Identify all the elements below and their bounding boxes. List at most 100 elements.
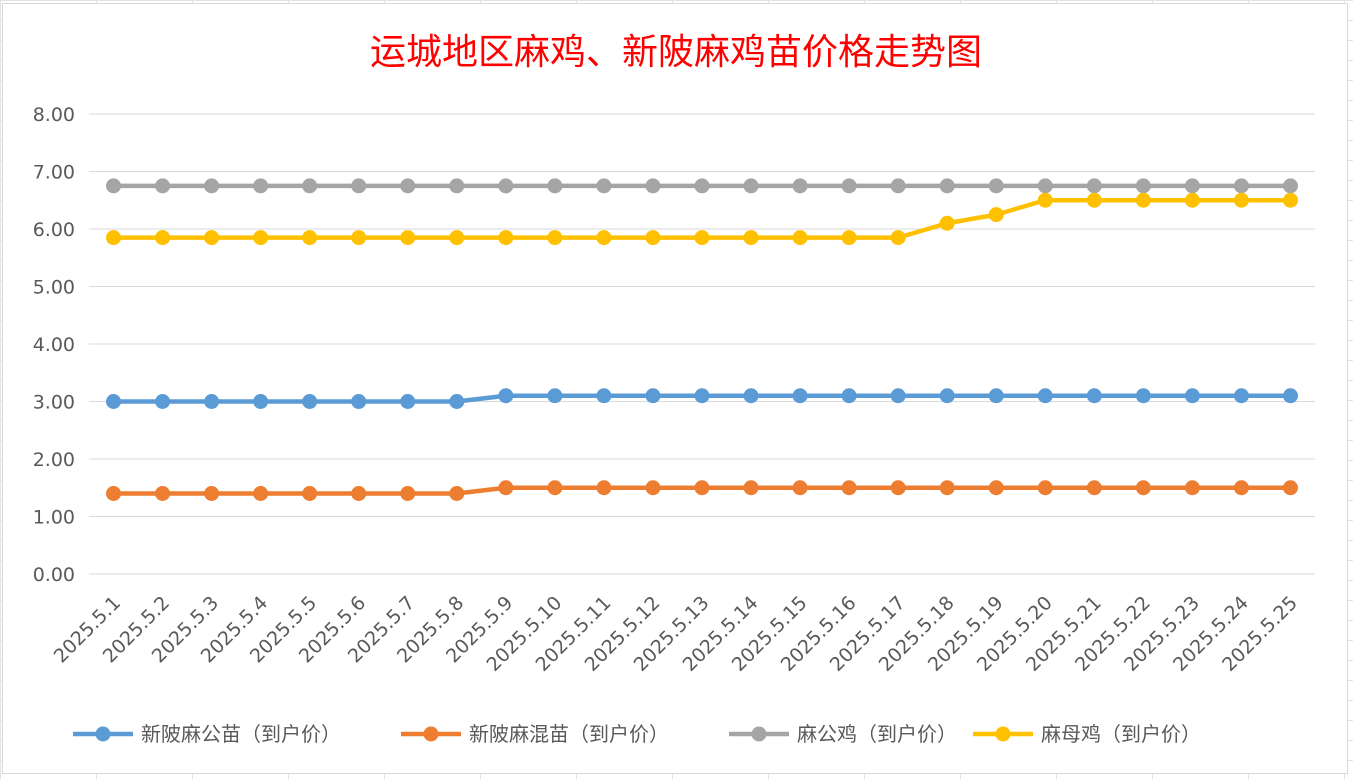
data-point <box>694 178 710 194</box>
data-point <box>449 486 465 501</box>
legend-item[interactable]: 麻公鸡（到户价） <box>729 722 957 746</box>
data-point <box>645 480 661 496</box>
data-point <box>1233 192 1249 208</box>
data-point <box>694 230 710 246</box>
data-point <box>988 178 1004 194</box>
legend-label: 麻母鸡（到户价） <box>1041 722 1201 746</box>
data-point <box>253 394 269 409</box>
data-point <box>939 215 955 231</box>
data-point <box>1086 388 1102 404</box>
data-point <box>988 207 1004 223</box>
data-point <box>1135 178 1151 194</box>
y-tick-label: 5.00 <box>33 277 75 299</box>
data-point <box>547 480 563 496</box>
data-point <box>351 178 367 194</box>
data-point <box>694 388 710 404</box>
chart-title: 运城地区麻鸡、新陂麻鸡苗价格走势图 <box>370 32 982 73</box>
data-point <box>1184 178 1200 194</box>
data-point <box>1233 178 1249 194</box>
data-point <box>890 178 906 194</box>
legend-item[interactable]: 麻母鸡（到户价） <box>973 722 1201 746</box>
legend: 新陂麻公苗（到户价） 新陂麻混苗（到户价） 麻公鸡（到户价） 麻母鸡（到户价） <box>73 722 1201 746</box>
legend-item[interactable]: 新陂麻公苗（到户价） <box>73 722 341 746</box>
data-point <box>1135 480 1151 496</box>
data-point <box>106 230 122 246</box>
series-2 <box>106 480 1298 501</box>
data-point <box>204 486 220 501</box>
data-point <box>792 480 808 496</box>
y-tick-label: 8.00 <box>33 104 75 126</box>
data-point <box>302 230 318 246</box>
data-point <box>890 480 906 496</box>
data-point <box>400 230 416 246</box>
data-point <box>1184 388 1200 404</box>
data-point <box>1037 178 1053 194</box>
legend-marker <box>95 726 111 742</box>
legend-marker <box>751 726 767 742</box>
y-tick-label: 2.00 <box>33 449 75 471</box>
series-3 <box>106 178 1298 194</box>
legend-item[interactable]: 新陂麻混苗（到户价） <box>401 722 669 746</box>
data-point <box>498 178 514 194</box>
chart-frame[interactable]: 运城地区麻鸡、新陂麻鸡苗价格走势图 0.00 1.00 2.00 3.00 4.00 5.… <box>2 3 1348 774</box>
data-point <box>498 388 514 404</box>
data-point <box>400 486 416 501</box>
data-point <box>1184 480 1200 496</box>
data-point <box>743 230 759 246</box>
data-point <box>253 230 269 246</box>
data-point <box>204 178 220 194</box>
data-point <box>547 230 563 246</box>
data-point <box>204 230 220 246</box>
line-chart: 运城地区麻鸡、新陂麻鸡苗价格走势图 0.00 1.00 2.00 3.00 4.00 5.… <box>33 32 1315 746</box>
data-point <box>1282 178 1298 194</box>
data-point <box>792 388 808 404</box>
data-point <box>155 178 171 194</box>
data-point <box>645 230 661 246</box>
data-point <box>106 486 122 501</box>
data-point <box>106 394 122 409</box>
data-point <box>204 394 220 409</box>
data-point <box>1184 192 1200 208</box>
data-point <box>253 486 269 501</box>
data-point <box>106 178 122 194</box>
legend-label: 新陂麻公苗（到户价） <box>141 722 341 746</box>
y-tick-label: 6.00 <box>33 219 75 241</box>
data-point <box>1233 480 1249 496</box>
data-point <box>400 394 416 409</box>
data-point <box>1086 480 1102 496</box>
data-point <box>596 388 612 404</box>
series-4 <box>106 192 1298 246</box>
data-point <box>302 486 318 501</box>
data-point <box>1037 388 1053 404</box>
legend-label: 麻公鸡（到户价） <box>797 722 957 746</box>
data-point <box>1037 192 1053 208</box>
data-point <box>498 480 514 496</box>
data-point <box>841 178 857 194</box>
legend-marker <box>995 726 1011 742</box>
data-point <box>253 178 269 194</box>
data-point <box>596 480 612 496</box>
data-point <box>841 388 857 404</box>
data-point <box>743 178 759 194</box>
data-point <box>302 178 318 194</box>
data-point <box>694 480 710 496</box>
y-tick-label: 0.00 <box>33 564 75 586</box>
data-point <box>743 388 759 404</box>
legend-label: 新陂麻混苗（到户价） <box>469 722 669 746</box>
data-point <box>890 230 906 246</box>
data-point <box>645 178 661 194</box>
data-point <box>547 388 563 404</box>
data-point <box>890 388 906 404</box>
data-point <box>400 178 416 194</box>
data-point <box>1282 192 1298 208</box>
y-tick-label: 1.00 <box>33 507 75 529</box>
y-tick-label: 4.00 <box>33 334 75 356</box>
data-point <box>547 178 563 194</box>
data-point <box>1135 192 1151 208</box>
data-point <box>988 480 1004 496</box>
data-point <box>498 230 514 246</box>
data-point <box>841 480 857 496</box>
data-point <box>1037 480 1053 496</box>
data-point <box>1086 192 1102 208</box>
gridlines <box>89 113 1315 575</box>
